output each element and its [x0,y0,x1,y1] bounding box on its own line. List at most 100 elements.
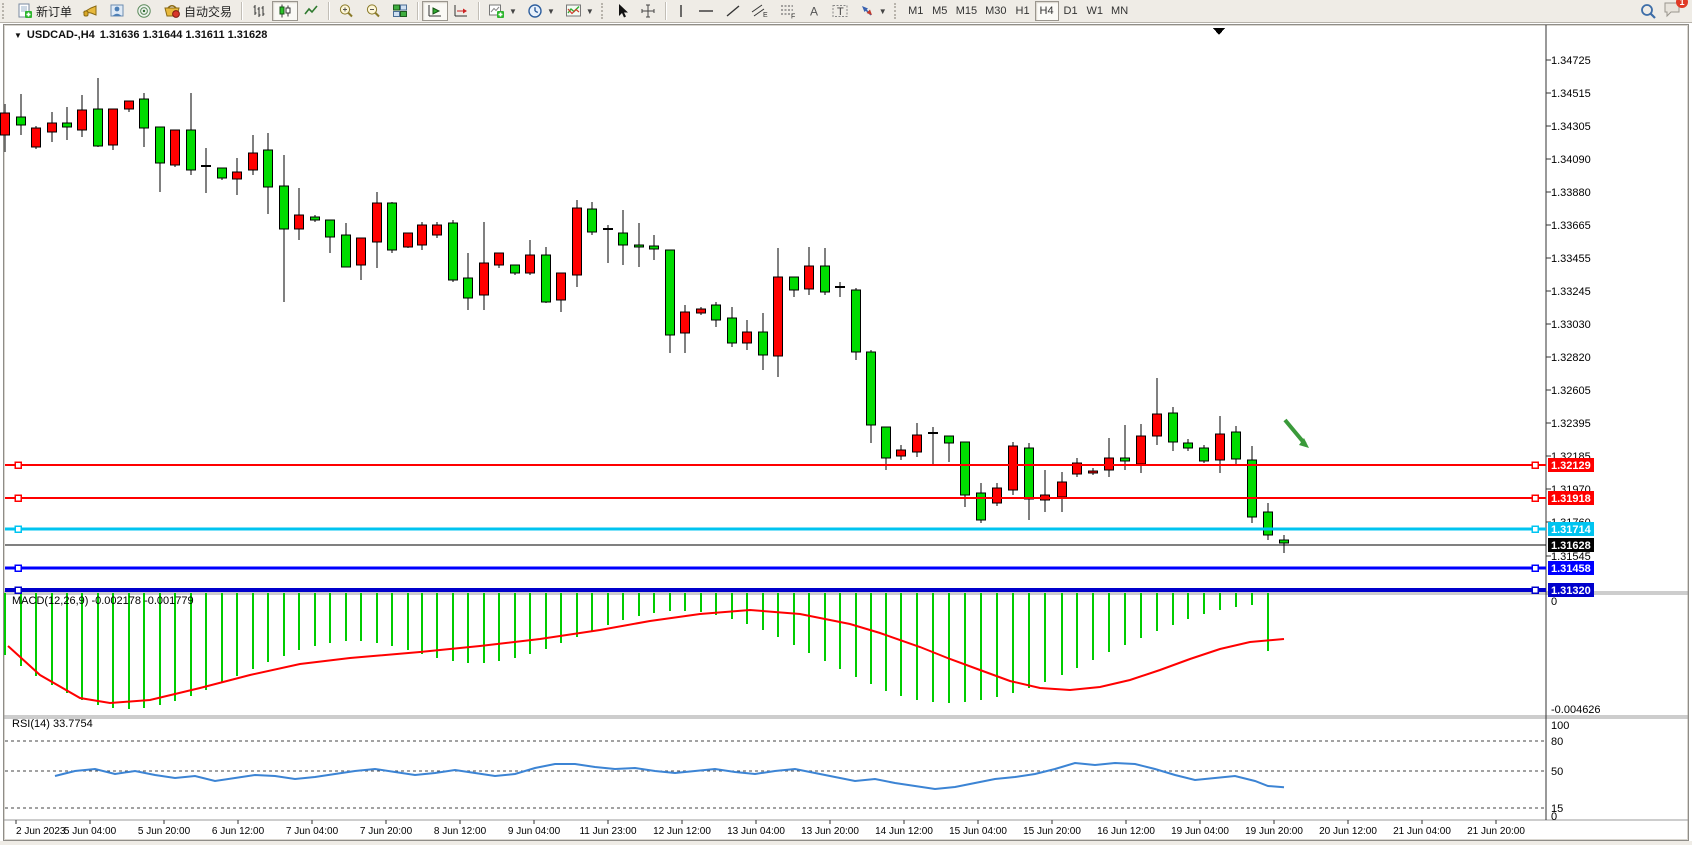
timeframe-group: M1 M5 M15 M30 H1 H4 D1 W1 MN [904,1,1132,21]
candle-body [62,122,72,128]
periods-clock-icon [527,3,543,19]
timeframe-m15-button[interactable]: M15 [952,1,981,21]
time-tick-label: 6 Jun 12:00 [212,826,265,837]
text-a-icon: A [807,3,821,19]
zoom-out-button[interactable] [360,1,387,21]
candle-body [279,185,289,230]
price-tick-label: 1.31545 [1551,551,1591,563]
price-tick-label: 1.33245 [1551,286,1591,298]
trendline-button[interactable] [720,1,746,21]
crosshair-button[interactable] [635,1,661,21]
line-handle [1531,461,1539,469]
horizontal-line-icon [697,3,715,19]
auto-scroll-button[interactable] [448,1,474,21]
time-tick-label: 21 Jun 04:00 [1393,826,1451,837]
crosshair-icon [640,3,656,19]
tile-windows-button[interactable] [387,1,413,21]
zoom-in-button[interactable] [333,1,360,21]
line-handle [1531,586,1539,594]
new-order-icon [17,3,33,19]
time-tick-label: 11 Jun 23:00 [579,826,637,837]
new-order-button[interactable]: 新订单 [12,1,77,21]
timeframe-m5-button[interactable]: M5 [928,1,952,21]
candle-body [1263,511,1273,536]
timeframe-mn-button[interactable]: MN [1107,1,1132,21]
cursor-icon [616,3,630,19]
profile-icon [109,3,126,19]
timeframe-m30-button[interactable]: M30 [981,1,1010,21]
candle-body [1152,413,1162,437]
timeframe-d1-button[interactable]: D1 [1059,1,1083,21]
candle-body [1120,457,1130,462]
timeframe-m1-button[interactable]: M1 [904,1,928,21]
new-chart-button[interactable]: ▼ [483,1,522,21]
candle-body [820,265,830,293]
price-line-label [1548,522,1594,536]
toolbar-separator [417,2,419,20]
price-line-label-text: 1.31320 [1551,585,1591,597]
candle-body [649,245,659,250]
cursor-button[interactable] [611,1,635,21]
macd-min-label: -0.004626 [1551,704,1601,716]
candle-body [541,254,551,303]
time-tick-label: 12 Jun 12:00 [653,826,711,837]
toolbar-grip[interactable] [2,3,10,19]
fibonacci-button[interactable]: F [774,1,802,21]
arrows-tool-button[interactable]: ▼ [854,1,892,21]
candle-body [372,202,382,243]
toolbar-grip[interactable] [893,3,902,19]
equidistant-channel-button[interactable]: E [746,1,774,21]
text-label-button[interactable]: T [826,1,854,21]
chat-button[interactable]: 1 [1662,0,1688,23]
autotrade-icon [163,3,181,19]
new-order-label: 新订单 [36,4,73,19]
chevron-down-icon: ▼ [509,6,517,16]
horizontal-line-button[interactable] [692,1,720,21]
time-tick-label: 21 Jun 20:00 [1467,826,1525,837]
indicators-button[interactable]: ▼ [560,1,599,21]
candle-body [804,265,814,290]
candlestick-chart-button[interactable] [272,1,299,21]
toolbar-separator [241,2,243,20]
timeframe-w1-button[interactable]: W1 [1083,1,1108,21]
chart-ohlc-values: 1.31636 1.31644 1.31611 1.31628 [99,29,268,41]
time-tick-label: 15 Jun 04:00 [949,826,1007,837]
candle-body [1072,462,1082,475]
profile-button[interactable] [104,1,131,21]
time-tick-label: 14 Jun 12:00 [875,826,933,837]
toolbar-grip[interactable] [600,3,609,19]
zoom-in-icon [338,3,355,19]
timeframe-h1-button[interactable]: H1 [1011,1,1035,21]
text-button[interactable]: A [802,1,826,21]
chat-badge: 1 [1676,0,1688,8]
toolbar-separator [478,2,480,20]
chevron-down-icon: ▼ [14,30,22,40]
candle-body [263,149,273,188]
candle-body [1088,470,1098,474]
candle-body [1008,445,1018,491]
candle-body [1215,433,1225,461]
candle-body [912,434,922,453]
candle-body [1024,447,1034,500]
candle-body [1199,447,1209,462]
bar-chart-button[interactable] [246,1,272,21]
timeframe-h4-button[interactable]: H4 [1034,1,1059,21]
candle-body [665,249,675,336]
chart-shift-button[interactable] [422,1,449,21]
price-line-label-text: 1.31458 [1551,563,1591,575]
time-tick-label: 5 Jun 04:00 [64,826,117,837]
svg-text:E: E [763,12,768,19]
search-button[interactable] [1634,1,1662,21]
periods-button[interactable]: ▼ [522,1,560,21]
price-tick-label: 1.32605 [1551,385,1591,397]
price-line-label-text: 1.31918 [1551,493,1591,505]
autotrade-button[interactable]: 自动交易 [158,1,237,21]
vertical-line-button[interactable] [670,1,692,21]
alerts-horn-button[interactable] [77,1,104,21]
candle-body [851,289,861,353]
candle-body [1168,412,1178,443]
signals-button[interactable] [131,1,158,21]
line-chart-button[interactable] [298,1,324,21]
